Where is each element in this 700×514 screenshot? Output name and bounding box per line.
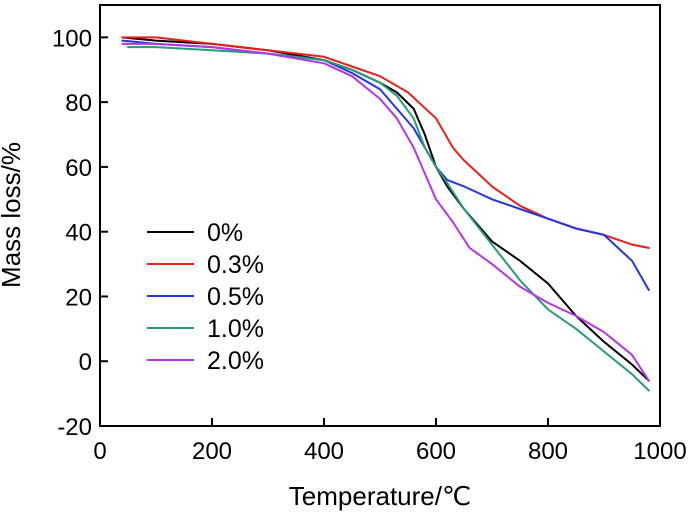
- legend-label: 2.0%: [207, 347, 264, 375]
- series-layer: [121, 36, 650, 392]
- x-tick-label: 200: [192, 438, 232, 465]
- x-axis-title: Temperature/℃: [289, 481, 471, 511]
- series-line-0: [121, 36, 650, 382]
- y-axis-title: Mass loss/%: [0, 142, 26, 288]
- y-tick-label: 80: [65, 90, 92, 117]
- legend-label: 0%: [207, 219, 243, 247]
- series-line-4: [121, 42, 650, 382]
- x-tick-label: 800: [528, 438, 568, 465]
- y-tick-label: -20: [57, 414, 92, 441]
- x-tick-label: 600: [416, 438, 456, 465]
- x-tick-label: 1000: [633, 438, 686, 465]
- plot-frame: [99, 4, 661, 427]
- y-axis: -20 0 20 40 60 80 100: [52, 25, 108, 441]
- legend-label: 1.0%: [207, 315, 264, 343]
- y-tick-label: 60: [65, 155, 92, 182]
- series-line-2: [121, 39, 650, 291]
- legend-label: 0.5%: [207, 283, 264, 311]
- legend-label: 0.3%: [207, 251, 264, 279]
- legend: 0% 0.3% 0.5% 1.0% 2.0%: [147, 219, 264, 375]
- x-tick-label: 400: [304, 438, 344, 465]
- x-axis: 0 200 400 600 800 1000: [93, 418, 687, 465]
- y-tick-label: 40: [65, 220, 92, 247]
- y-tick-label: 100: [52, 25, 92, 52]
- y-tick-label: 0: [79, 349, 92, 376]
- y-tick-label: 20: [65, 284, 92, 311]
- x-tick-label: 0: [93, 438, 106, 465]
- series-line-1: [121, 36, 650, 249]
